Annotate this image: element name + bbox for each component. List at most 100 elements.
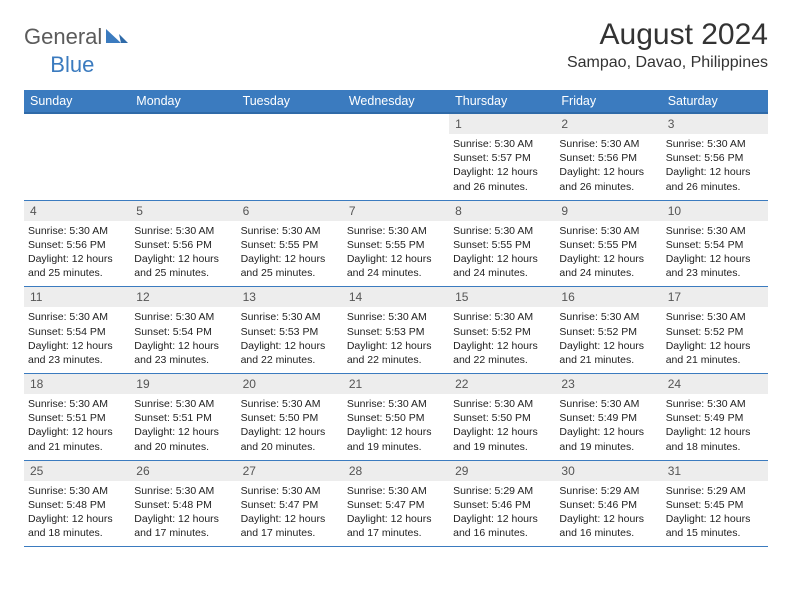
sunset-text: Sunset: 5:51 PM <box>28 411 126 425</box>
logo-triangle-icon <box>106 26 128 49</box>
sunrise-text: Sunrise: 5:30 AM <box>453 137 551 151</box>
day-data: Sunrise: 5:30 AMSunset: 5:56 PMDaylight:… <box>662 134 768 200</box>
daylight-text: Daylight: 12 hours and 19 minutes. <box>453 425 551 453</box>
day-data: Sunrise: 5:30 AMSunset: 5:52 PMDaylight:… <box>449 307 555 373</box>
calendar-day-cell: 8Sunrise: 5:30 AMSunset: 5:55 PMDaylight… <box>449 200 555 287</box>
daylight-text: Daylight: 12 hours and 26 minutes. <box>453 165 551 193</box>
calendar-body: 1Sunrise: 5:30 AMSunset: 5:57 PMDaylight… <box>24 113 768 547</box>
day-number: 10 <box>662 201 768 221</box>
calendar-week-row: 4Sunrise: 5:30 AMSunset: 5:56 PMDaylight… <box>24 200 768 287</box>
day-number: 22 <box>449 374 555 394</box>
day-data <box>343 120 449 176</box>
day-data: Sunrise: 5:30 AMSunset: 5:55 PMDaylight:… <box>449 221 555 287</box>
daylight-text: Daylight: 12 hours and 16 minutes. <box>559 512 657 540</box>
day-number: 14 <box>343 287 449 307</box>
day-number: 27 <box>237 461 343 481</box>
day-data: Sunrise: 5:29 AMSunset: 5:46 PMDaylight:… <box>555 481 661 547</box>
sunrise-text: Sunrise: 5:29 AM <box>453 484 551 498</box>
calendar-week-row: 18Sunrise: 5:30 AMSunset: 5:51 PMDayligh… <box>24 374 768 461</box>
daylight-text: Daylight: 12 hours and 20 minutes. <box>241 425 339 453</box>
calendar-day-cell <box>130 113 236 200</box>
sunset-text: Sunset: 5:55 PM <box>347 238 445 252</box>
calendar-day-cell: 5 Sunrise: 5:30 AMSunset: 5:56 PMDaylight… <box>130 200 236 287</box>
sunset-text: Sunset: 5:50 PM <box>347 411 445 425</box>
day-number: 30 <box>555 461 661 481</box>
calendar-week-row: 11Sunrise: 5:30 AMSunset: 5:54 PMDayligh… <box>24 287 768 374</box>
calendar-day-cell: 1Sunrise: 5:30 AMSunset: 5:57 PMDaylight… <box>449 113 555 200</box>
sunrise-text: Sunrise: 5:30 AM <box>559 224 657 238</box>
sunset-text: Sunset: 5:47 PM <box>347 498 445 512</box>
daylight-text: Daylight: 12 hours and 16 minutes. <box>453 512 551 540</box>
day-data: Sunrise: 5:30 AMSunset: 5:53 PMDaylight:… <box>237 307 343 373</box>
day-data: Sunrise: 5:30 AMSunset: 5:49 PMDaylight:… <box>555 394 661 460</box>
dow-header: Saturday <box>662 90 768 113</box>
calendar-day-cell: 14Sunrise: 5:30 AMSunset: 5:53 PMDayligh… <box>343 287 449 374</box>
daylight-text: Daylight: 12 hours and 23 minutes. <box>28 339 126 367</box>
calendar-day-cell: 18Sunrise: 5:30 AMSunset: 5:51 PMDayligh… <box>24 374 130 461</box>
day-number: 16 <box>555 287 661 307</box>
day-data: Sunrise: 5:30 AMSunset: 5:52 PMDaylight:… <box>662 307 768 373</box>
day-number: 5 <box>130 201 236 221</box>
sunset-text: Sunset: 5:54 PM <box>134 325 232 339</box>
daylight-text: Daylight: 12 hours and 23 minutes. <box>666 252 764 280</box>
sunrise-text: Sunrise: 5:30 AM <box>134 224 232 238</box>
calendar-day-cell: 10Sunrise: 5:30 AMSunset: 5:54 PMDayligh… <box>662 200 768 287</box>
day-data: Sunrise: 5:30 AMSunset: 5:55 PMDaylight:… <box>237 221 343 287</box>
sunrise-text: Sunrise: 5:29 AM <box>666 484 764 498</box>
day-number: 18 <box>24 374 130 394</box>
sunset-text: Sunset: 5:57 PM <box>453 151 551 165</box>
day-number: 31 <box>662 461 768 481</box>
calendar-day-cell: 13Sunrise: 5:30 AMSunset: 5:53 PMDayligh… <box>237 287 343 374</box>
day-number: 19 <box>130 374 236 394</box>
sunrise-text: Sunrise: 5:30 AM <box>134 310 232 324</box>
daylight-text: Daylight: 12 hours and 18 minutes. <box>666 425 764 453</box>
sunrise-text: Sunrise: 5:30 AM <box>28 310 126 324</box>
calendar-day-cell: 2Sunrise: 5:30 AMSunset: 5:56 PMDaylight… <box>555 113 661 200</box>
sunset-text: Sunset: 5:50 PM <box>241 411 339 425</box>
day-data <box>130 120 236 176</box>
day-number: 9 <box>555 201 661 221</box>
day-data: Sunrise: 5:30 AMSunset: 5:54 PMDaylight:… <box>130 307 236 373</box>
sunset-text: Sunset: 5:56 PM <box>134 238 232 252</box>
logo-text-general: General <box>24 24 102 50</box>
sunset-text: Sunset: 5:55 PM <box>453 238 551 252</box>
sunset-text: Sunset: 5:46 PM <box>453 498 551 512</box>
day-number: 26 <box>130 461 236 481</box>
daylight-text: Daylight: 12 hours and 25 minutes. <box>134 252 232 280</box>
calendar-day-cell: 6Sunrise: 5:30 AMSunset: 5:55 PMDaylight… <box>237 200 343 287</box>
day-number: 2 <box>555 114 661 134</box>
day-number: 13 <box>237 287 343 307</box>
day-data: Sunrise: 5:30 AMSunset: 5:48 PMDaylight:… <box>24 481 130 547</box>
day-data: Sunrise: 5:30 AMSunset: 5:51 PMDaylight:… <box>24 394 130 460</box>
sunrise-text: Sunrise: 5:30 AM <box>559 310 657 324</box>
day-data <box>24 120 130 176</box>
daylight-text: Daylight: 12 hours and 18 minutes. <box>28 512 126 540</box>
day-data: Sunrise: 5:30 AMSunset: 5:55 PMDaylight:… <box>343 221 449 287</box>
calendar-day-cell: 16Sunrise: 5:30 AMSunset: 5:52 PMDayligh… <box>555 287 661 374</box>
day-number: 6 <box>237 201 343 221</box>
calendar-day-cell: 30Sunrise: 5:29 AMSunset: 5:46 PMDayligh… <box>555 460 661 547</box>
calendar-day-cell: 3Sunrise: 5:30 AMSunset: 5:56 PMDaylight… <box>662 113 768 200</box>
day-data: Sunrise: 5:29 AMSunset: 5:46 PMDaylight:… <box>449 481 555 547</box>
logo: General <box>24 24 130 50</box>
day-data: Sunrise: 5:30 AMSunset: 5:51 PMDaylight:… <box>130 394 236 460</box>
daylight-text: Daylight: 12 hours and 25 minutes. <box>28 252 126 280</box>
calendar-day-cell: 26Sunrise: 5:30 AMSunset: 5:48 PMDayligh… <box>130 460 236 547</box>
logo-text-blue: Blue <box>50 52 94 78</box>
calendar-day-cell: 19Sunrise: 5:30 AMSunset: 5:51 PMDayligh… <box>130 374 236 461</box>
calendar-day-cell: 23Sunrise: 5:30 AMSunset: 5:49 PMDayligh… <box>555 374 661 461</box>
sunset-text: Sunset: 5:56 PM <box>28 238 126 252</box>
day-number: 25 <box>24 461 130 481</box>
calendar-day-cell: 28Sunrise: 5:30 AMSunset: 5:47 PMDayligh… <box>343 460 449 547</box>
calendar-day-cell: 9Sunrise: 5:30 AMSunset: 5:55 PMDaylight… <box>555 200 661 287</box>
day-data: Sunrise: 5:30 AMSunset: 5:47 PMDaylight:… <box>237 481 343 547</box>
sunrise-text: Sunrise: 5:30 AM <box>134 484 232 498</box>
day-data: Sunrise: 5:30 AMSunset: 5:50 PMDaylight:… <box>343 394 449 460</box>
calendar-head: SundayMondayTuesdayWednesdayThursdayFrid… <box>24 90 768 113</box>
daylight-text: Daylight: 12 hours and 23 minutes. <box>134 339 232 367</box>
calendar-day-cell: 21Sunrise: 5:30 AMSunset: 5:50 PMDayligh… <box>343 374 449 461</box>
day-data: Sunrise: 5:30 AMSunset: 5:47 PMDaylight:… <box>343 481 449 547</box>
dow-header: Friday <box>555 90 661 113</box>
day-data <box>237 120 343 176</box>
sunset-text: Sunset: 5:45 PM <box>666 498 764 512</box>
